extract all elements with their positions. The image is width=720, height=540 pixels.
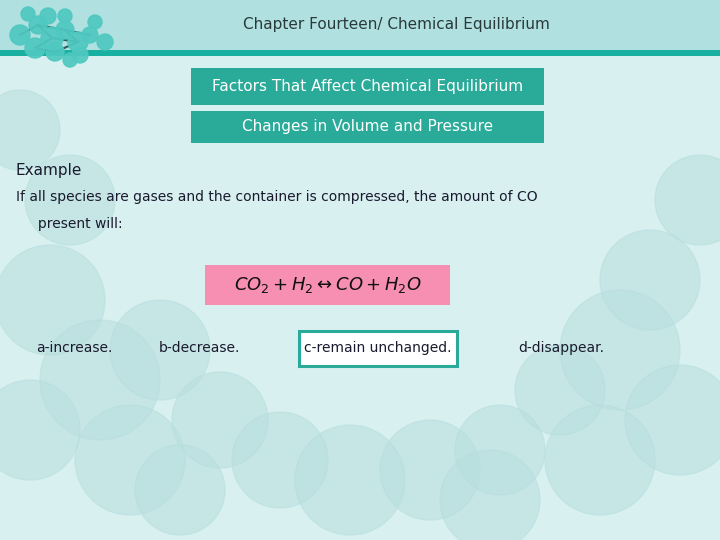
Circle shape	[21, 7, 35, 21]
Circle shape	[56, 21, 74, 39]
Circle shape	[110, 300, 210, 400]
Circle shape	[46, 43, 64, 61]
Circle shape	[41, 27, 63, 49]
Bar	[0, 50, 720, 56]
Text: Changes in Volume and Pressure: Changes in Volume and Pressure	[242, 119, 492, 134]
Text: Chapter Fourteen/ Chemical Equilibrium: Chapter Fourteen/ Chemical Equilibrium	[243, 17, 549, 32]
Bar	[299, 330, 457, 366]
Circle shape	[0, 90, 60, 170]
Circle shape	[440, 450, 540, 540]
Circle shape	[72, 47, 88, 63]
Text: b-decrease.: b-decrease.	[158, 341, 240, 355]
Circle shape	[40, 8, 56, 24]
Circle shape	[25, 38, 45, 58]
Text: If all species are gases and the container is compressed, the amount of CO: If all species are gases and the contain…	[16, 190, 537, 204]
Bar	[205, 265, 450, 305]
Circle shape	[515, 345, 605, 435]
Circle shape	[380, 420, 480, 520]
Text: Factors That Affect Chemical Equilibrium: Factors That Affect Chemical Equilibrium	[212, 79, 523, 94]
Circle shape	[625, 365, 720, 475]
Bar	[191, 68, 544, 105]
Text: $CO_2 + H_2 \leftrightarrow CO + H_2O$: $CO_2 + H_2 \leftrightarrow CO + H_2O$	[234, 275, 421, 295]
Text: a-increase.: a-increase.	[36, 341, 112, 355]
Circle shape	[29, 16, 47, 34]
Text: d-disappear.: d-disappear.	[518, 341, 604, 355]
Circle shape	[232, 412, 328, 508]
Circle shape	[655, 155, 720, 245]
Circle shape	[545, 405, 655, 515]
Circle shape	[88, 15, 102, 29]
Text: present will:: present will:	[16, 217, 122, 231]
Circle shape	[75, 405, 185, 515]
Circle shape	[172, 372, 268, 468]
Text: c-remain unchanged.: c-remain unchanged.	[305, 341, 451, 355]
Circle shape	[58, 9, 72, 23]
Circle shape	[97, 34, 113, 50]
Circle shape	[295, 425, 405, 535]
Circle shape	[560, 290, 680, 410]
Circle shape	[63, 53, 77, 67]
Bar	[0, 0, 720, 50]
Circle shape	[0, 380, 80, 480]
Bar	[191, 111, 544, 143]
Circle shape	[40, 320, 160, 440]
Circle shape	[10, 25, 30, 45]
Circle shape	[135, 445, 225, 535]
Circle shape	[600, 230, 700, 330]
Circle shape	[0, 245, 105, 355]
Circle shape	[68, 32, 88, 52]
Circle shape	[25, 155, 115, 245]
Text: Example: Example	[16, 163, 82, 178]
Circle shape	[455, 405, 545, 495]
Circle shape	[82, 27, 98, 43]
